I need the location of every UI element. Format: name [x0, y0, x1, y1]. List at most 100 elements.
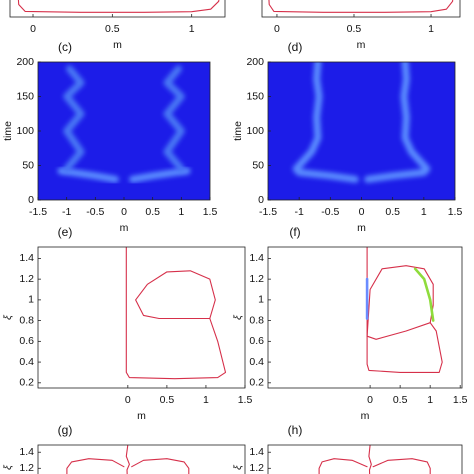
- y-axis-label: time: [2, 121, 14, 141]
- plot-area: [365, 247, 443, 373]
- axes-frame: [37, 246, 246, 389]
- y-tick-label: 50: [22, 159, 34, 171]
- y-tick-label: 1.2: [19, 462, 34, 474]
- x-tick-label: 1.5: [448, 206, 463, 218]
- x-tick-label: 0: [121, 206, 127, 218]
- y-tick-label: 0.2: [249, 377, 264, 389]
- x-tick-label: 1: [178, 206, 184, 218]
- y-tick-label: 0.8: [249, 314, 264, 326]
- y-tick-label: 100: [16, 125, 34, 137]
- y-tick-label: 1.4: [19, 446, 34, 458]
- x-tick-label: 0.5: [105, 23, 120, 35]
- x-tick-label: 0: [125, 394, 131, 406]
- x-axis-label: m: [357, 39, 366, 51]
- x-axis-label: m: [120, 222, 129, 234]
- x-tick-label: 0: [359, 206, 365, 218]
- x-tick-label: -1.5: [29, 206, 47, 218]
- x-tick-label: 1.5: [453, 394, 468, 406]
- heatmap-ridge: [63, 65, 85, 173]
- y-tick-label: 0.6: [19, 335, 34, 347]
- plot-area: [268, 0, 454, 13]
- y-tick-label: 0.2: [19, 377, 34, 389]
- trajectory: [131, 458, 190, 474]
- y-tick-label: 0.8: [19, 314, 34, 326]
- y-tick-label: 50: [252, 159, 264, 171]
- x-tick-label: 1.5: [238, 394, 253, 406]
- plot-area: [268, 62, 455, 200]
- panel-label: (f): [289, 225, 300, 239]
- heatmap-ridge: [163, 65, 185, 173]
- trajectory: [413, 267, 435, 322]
- panel: 0 0.5 1 m: [9, 0, 226, 51]
- axes-frame: [267, 444, 463, 474]
- trajectory: [125, 445, 130, 474]
- x-axis-label: m: [357, 222, 366, 234]
- panel: 0 0.5 1 1.5 0.2 0.4 0.6 0.8 1 1.2 1.4 m ξ (f): [232, 225, 468, 422]
- x-tick-label: -1: [294, 206, 303, 218]
- y-tick-label: 1.4: [249, 252, 264, 264]
- x-tick-label: 1: [189, 23, 195, 35]
- y-tick-label: 200: [16, 56, 34, 68]
- x-tick-label: 1: [421, 206, 427, 218]
- axes-frame: [37, 444, 246, 474]
- y-tick-label: 150: [16, 90, 34, 102]
- x-tick-label: 0.5: [160, 394, 175, 406]
- x-tick-label: -0.5: [321, 206, 339, 218]
- panel-label: (h): [288, 423, 303, 437]
- x-axis-label: m: [113, 39, 122, 51]
- x-tick-label: 1: [203, 394, 209, 406]
- plot-area: [66, 445, 190, 474]
- y-tick-label: 0: [258, 194, 264, 206]
- x-tick-label: 0: [367, 394, 373, 406]
- panel: 1.2 1.4 ξ (g): [2, 423, 246, 474]
- panel-label: (e): [58, 225, 73, 239]
- axes-frame: [267, 246, 463, 389]
- x-axis-label: m: [137, 410, 146, 422]
- plot-area: [17, 0, 220, 13]
- trajectory: [125, 247, 227, 380]
- axes-frame: [261, 0, 461, 18]
- y-tick-label: 0.6: [249, 335, 264, 347]
- trajectory: [372, 458, 431, 474]
- y-tick-label: 0.4: [19, 356, 34, 368]
- x-tick-label: -1.5: [259, 206, 277, 218]
- trajectory: [66, 458, 125, 474]
- panel: 0 0.5 1 m: [261, 0, 461, 51]
- y-tick-label: 1: [28, 294, 34, 306]
- panel-label: (c): [58, 40, 72, 54]
- panel: 1.2 1.4 ξ (h): [232, 423, 463, 474]
- y-tick-label: 1.4: [19, 252, 34, 264]
- x-tick-label: -0.5: [86, 206, 104, 218]
- plot-area: [318, 445, 431, 474]
- x-tick-label: 0: [30, 23, 36, 35]
- heatmap-background: [268, 62, 455, 200]
- panel: 0 0.5 1 1.5 0.2 0.4 0.6 0.8 1 1.2 1.4 m ξ (e): [2, 225, 253, 422]
- y-tick-label: 0: [28, 194, 34, 206]
- x-tick-label: 0.5: [145, 206, 160, 218]
- y-tick-label: 1.2: [249, 273, 264, 285]
- y-axis-label: ξ: [232, 314, 244, 320]
- heatmap-ridge: [292, 62, 359, 183]
- x-tick-label: 0.5: [385, 206, 400, 218]
- y-axis-label: ξ: [2, 314, 14, 320]
- y-tick-label: 150: [246, 90, 264, 102]
- x-tick-label: 1: [427, 394, 433, 406]
- y-tick-label: 1.2: [19, 273, 34, 285]
- trajectory: [17, 0, 220, 13]
- axes-frame: [9, 0, 226, 18]
- panel-label: (d): [288, 40, 303, 54]
- y-tick-label: 1.4: [249, 446, 264, 458]
- y-axis-label: ξ: [232, 464, 244, 470]
- x-tick-label: 0: [274, 23, 280, 35]
- x-tick-label: 0.5: [393, 394, 408, 406]
- trajectory: [366, 247, 443, 373]
- x-tick-label: -1: [62, 206, 71, 218]
- x-tick-label: 1: [428, 23, 434, 35]
- y-axis-label: time: [232, 121, 244, 141]
- y-tick-label: 200: [246, 56, 264, 68]
- x-axis-label: m: [361, 410, 370, 422]
- y-tick-label: 1: [258, 294, 264, 306]
- y-axis-label: ξ: [2, 464, 14, 470]
- x-tick-label: 0.5: [347, 23, 362, 35]
- y-tick-label: 100: [246, 125, 264, 137]
